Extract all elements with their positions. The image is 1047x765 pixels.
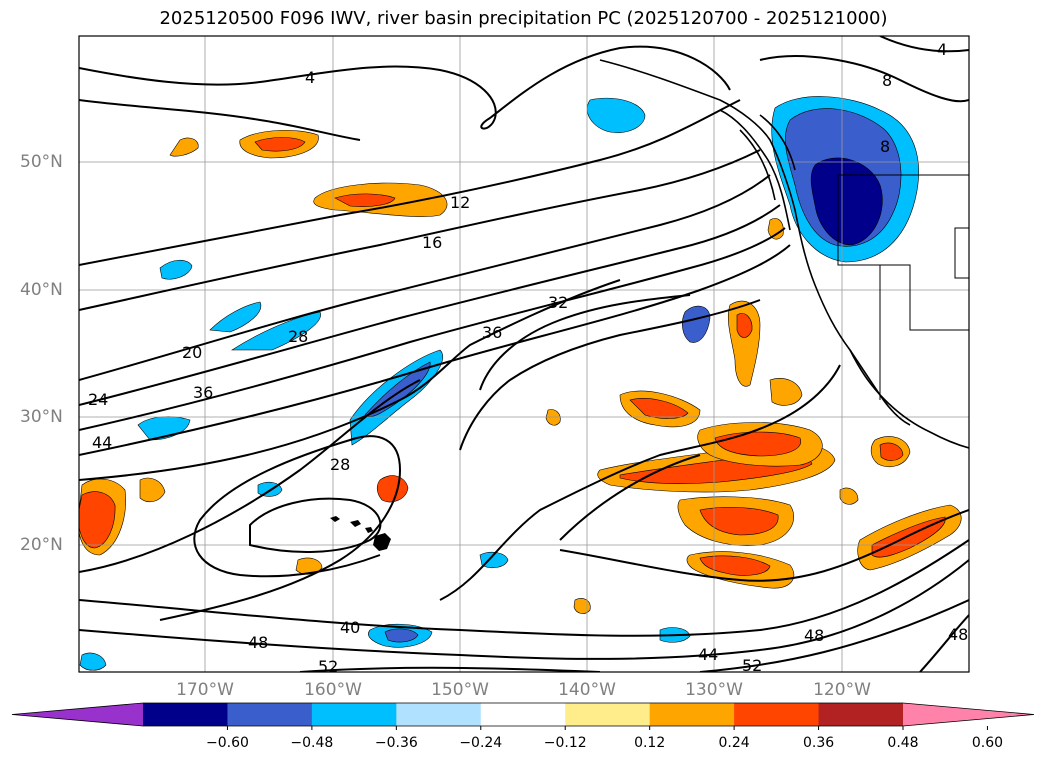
colorbar	[11, 702, 1035, 730]
negative-pc-shading	[79, 96, 919, 671]
colorbar-outline	[11, 702, 1035, 727]
lon-label-160w: 160°W	[304, 680, 362, 700]
svg-text:4: 4	[305, 68, 315, 87]
colorbar-tick-label: −0.60	[205, 735, 249, 751]
colorbar-box	[818, 703, 904, 726]
map-frame	[78, 35, 970, 673]
colorbar-tick-label: −0.12	[543, 735, 587, 751]
lon-label-130w: 130°W	[685, 680, 743, 700]
svg-text:20: 20	[182, 343, 202, 362]
colorbar-tick-label: 0.60	[971, 735, 1004, 751]
colorbar-extend-min	[12, 703, 143, 726]
colorbar-extend-max	[903, 703, 1034, 726]
lat-label-40n: 40°N	[20, 280, 63, 300]
colorbar-box	[734, 703, 820, 726]
colorbar-box	[227, 703, 313, 726]
colorbar-box	[649, 703, 735, 726]
svg-text:44: 44	[92, 433, 112, 452]
svg-text:48: 48	[804, 626, 824, 645]
colorbar-box	[565, 703, 651, 726]
svg-text:28: 28	[330, 455, 350, 474]
svg-text:36: 36	[193, 383, 213, 402]
svg-text:40: 40	[340, 618, 360, 637]
colorbar-box	[480, 703, 566, 726]
colorbar-tick-label: −0.36	[374, 735, 418, 751]
map-plot-area: 4 8 8 12 16 20 24 28 28 32 36 36 40 44 4…	[79, 36, 969, 676]
lon-label-140w: 140°W	[558, 680, 616, 700]
graticule	[79, 36, 969, 672]
svg-text:28: 28	[288, 327, 308, 346]
colorbar-tick-label: 0.24	[718, 735, 750, 751]
lon-label-120w: 120°W	[813, 680, 871, 700]
svg-text:52: 52	[742, 656, 762, 675]
svg-text:8: 8	[880, 137, 890, 156]
svg-text:16: 16	[422, 233, 442, 252]
colorbar-tick-label: −0.48	[290, 735, 334, 751]
svg-text:44: 44	[698, 645, 718, 664]
lat-label-30n: 30°N	[20, 407, 63, 427]
svg-text:12: 12	[450, 193, 470, 212]
colorbar-tick-label: −0.24	[459, 735, 503, 751]
svg-text:48: 48	[948, 625, 968, 644]
svg-text:32: 32	[548, 293, 568, 312]
lat-label-50n: 50°N	[20, 152, 63, 172]
svg-text:8: 8	[882, 71, 892, 90]
svg-text:52: 52	[318, 657, 338, 676]
colorbar-tick-label: 0.12	[634, 735, 666, 751]
map-title: 2025120500 F096 IWV, river basin precipi…	[159, 8, 888, 29]
contour-labels: 4 8 8 12 16 20 24 28 28 32 36 36 40 44 4…	[88, 40, 968, 676]
colorbar-tick-label: 0.48	[887, 735, 919, 751]
political-boundaries	[837, 174, 969, 400]
lat-label-20n: 20°N	[20, 535, 63, 555]
iwv-contours	[79, 36, 969, 672]
svg-text:36: 36	[482, 323, 502, 342]
svg-text:24: 24	[88, 390, 108, 409]
colorbar-tick-label: 0.36	[802, 735, 835, 751]
colorbar-box	[396, 703, 482, 726]
hawaii-islands	[330, 516, 391, 551]
svg-text:48: 48	[248, 633, 268, 652]
colorbar-box	[143, 703, 228, 726]
colorbar-box	[311, 703, 397, 726]
svg-text:4: 4	[937, 40, 947, 59]
positive-pc-shading	[79, 129, 962, 614]
lon-label-170w: 170°W	[176, 680, 234, 700]
lon-label-150w: 150°W	[431, 680, 489, 700]
